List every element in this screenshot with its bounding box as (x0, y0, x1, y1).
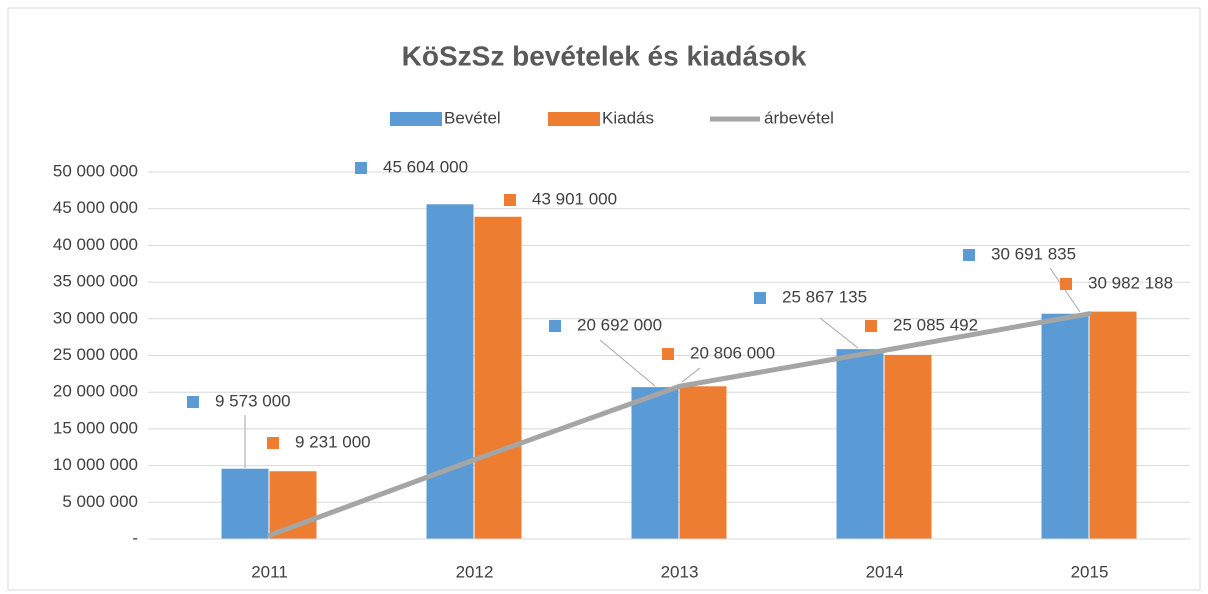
legend-key (390, 112, 442, 126)
legend-label: Kiadás (602, 108, 654, 127)
data-label: 43 901 000 (532, 189, 617, 208)
y-tick-label: 50 000 000 (53, 161, 138, 180)
x-tick-label: 2015 (1071, 562, 1109, 581)
legend-key (548, 112, 600, 126)
legend-label: árbevétel (764, 108, 834, 127)
data-label-key (754, 292, 766, 304)
x-tick-label: 2012 (456, 562, 494, 581)
data-label: 9 231 000 (295, 432, 371, 451)
y-tick-label: 45 000 000 (53, 198, 138, 217)
line-series (267, 311, 1092, 538)
y-tick-label: 30 000 000 (53, 308, 138, 327)
data-label-key (549, 320, 561, 332)
y-tick-label: 5 000 000 (62, 492, 138, 511)
bar (221, 468, 269, 539)
data-label-key (1060, 278, 1072, 290)
bar (679, 386, 727, 539)
data-label: 30 691 835 (991, 244, 1076, 263)
bar (1041, 313, 1089, 539)
y-tick-label: - (132, 528, 138, 547)
data-label-key (504, 194, 516, 206)
y-tick-label: 35 000 000 (53, 272, 138, 291)
data-label-key (662, 348, 674, 360)
data-label: 20 692 000 (577, 315, 662, 334)
data-label: 20 806 000 (690, 343, 775, 362)
data-label: 30 982 188 (1088, 273, 1173, 292)
bar (884, 354, 932, 539)
y-tick-label: 40 000 000 (53, 235, 138, 254)
data-label-key (187, 396, 199, 408)
y-tick-label: 25 000 000 (53, 345, 138, 364)
data-label: 25 085 492 (893, 315, 978, 334)
y-tick-label: 20 000 000 (53, 382, 138, 401)
data-label: 25 867 135 (782, 287, 867, 306)
data-label-key (267, 437, 279, 449)
x-tick-label: 2014 (866, 562, 904, 581)
data-label-key (355, 162, 367, 174)
x-tick-label: 2011 (251, 562, 288, 581)
bar (631, 387, 679, 539)
leader-line (599, 339, 656, 387)
chart-title: KöSzSz bevételek és kiadások (402, 40, 807, 71)
leader-line (681, 367, 701, 383)
bar (1089, 311, 1137, 539)
bar (426, 204, 474, 539)
data-label: 45 604 000 (383, 157, 468, 176)
bar (836, 349, 884, 539)
x-tick-label: 2013 (661, 562, 699, 581)
bar (474, 216, 522, 539)
y-tick-label: 15 000 000 (53, 418, 138, 437)
data-label-key (865, 320, 877, 332)
chart-frame (7, 7, 1201, 591)
y-tick-label: 10 000 000 (53, 455, 138, 474)
leader-line (819, 317, 859, 349)
data-label: 9 573 000 (215, 391, 291, 410)
data-label-key (963, 249, 975, 261)
legend-label: Bevétel (444, 108, 501, 127)
